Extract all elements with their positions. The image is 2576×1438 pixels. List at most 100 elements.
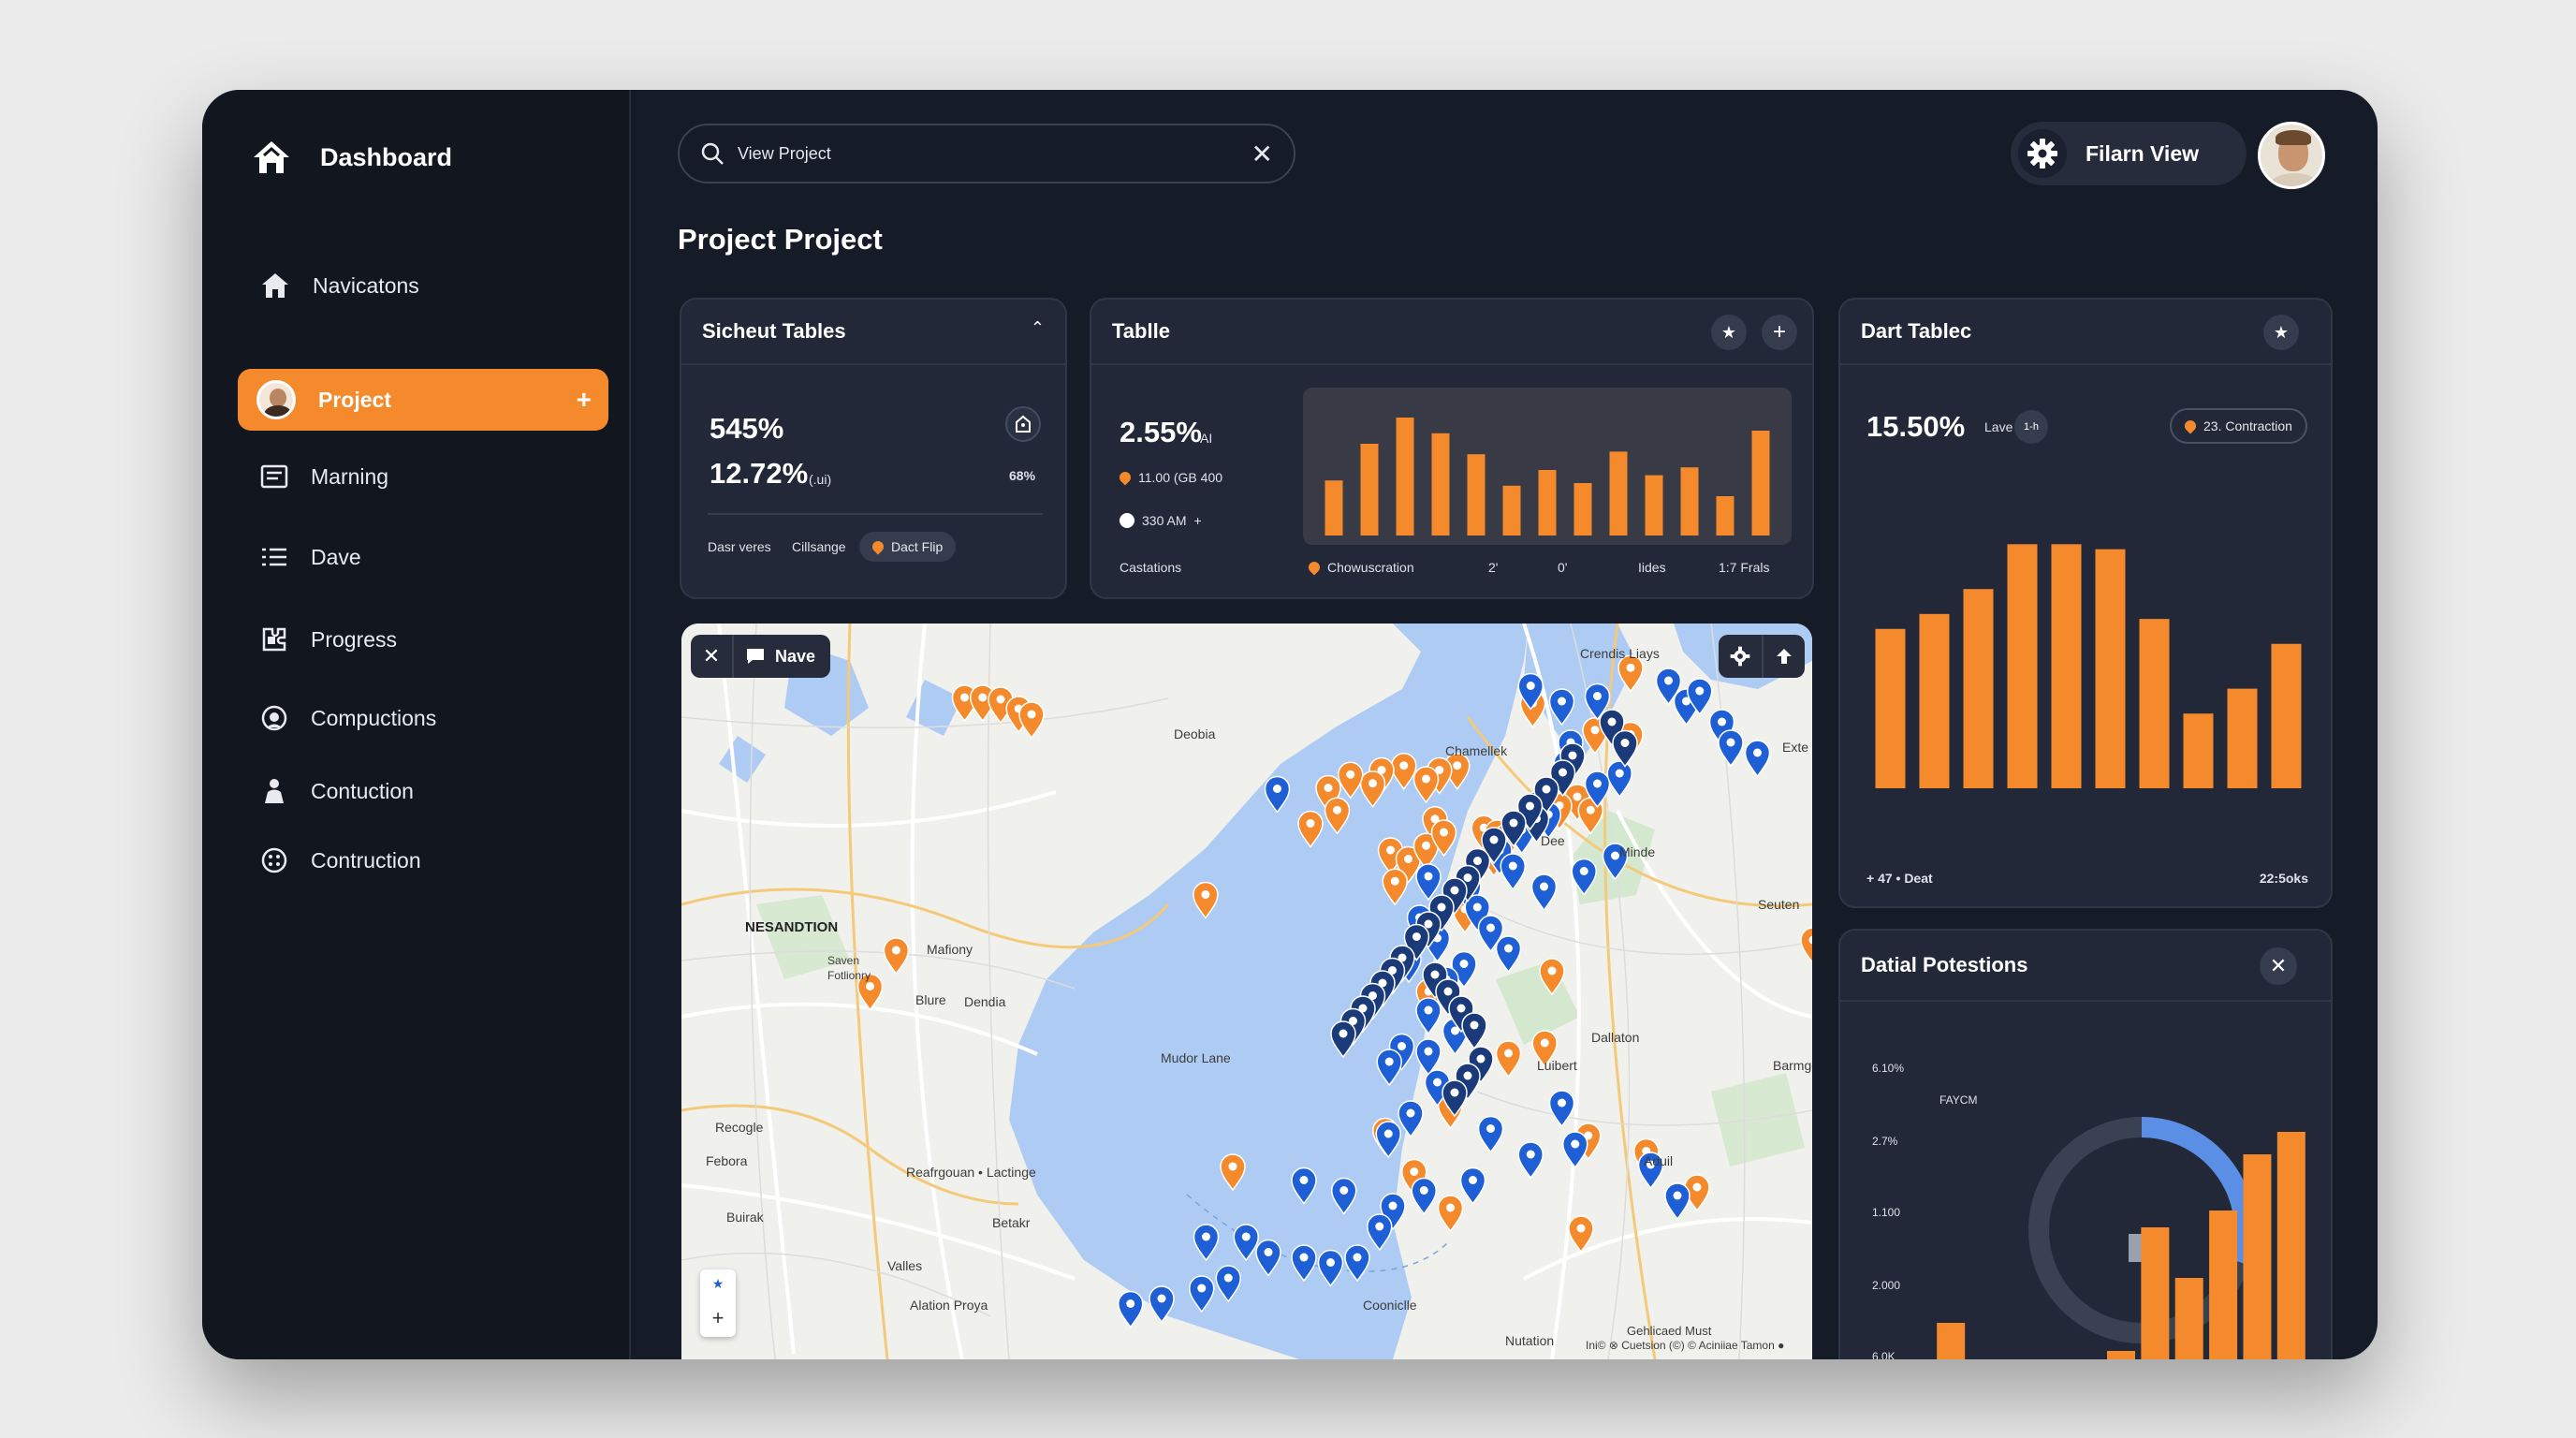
map-pin[interactable] xyxy=(1718,729,1744,768)
sidebar-item-compuctions[interactable]: Compuctions xyxy=(238,687,608,749)
map-pin[interactable] xyxy=(1366,1213,1393,1252)
map-pin[interactable] xyxy=(1193,881,1219,919)
map-pin[interactable] xyxy=(883,937,910,976)
map-pin[interactable] xyxy=(1412,832,1440,871)
sidebar-item-project[interactable]: Project + xyxy=(238,369,608,431)
map-pin[interactable] xyxy=(1297,810,1324,848)
map-pin[interactable] xyxy=(1500,853,1527,891)
map-pin[interactable] xyxy=(1330,1020,1356,1059)
map-pin[interactable] xyxy=(1655,668,1682,706)
map-pin[interactable] xyxy=(1430,819,1457,858)
map-pin[interactable] xyxy=(1291,1244,1317,1283)
map-pin[interactable] xyxy=(1255,1239,1281,1277)
map-pin[interactable] xyxy=(1500,810,1527,848)
map-pin[interactable] xyxy=(1330,1177,1357,1215)
map-pin[interactable] xyxy=(1477,915,1504,953)
map-pin[interactable] xyxy=(1264,775,1291,814)
map-pin[interactable] xyxy=(1317,1249,1344,1287)
view-selector[interactable]: Filarn View xyxy=(2011,122,2247,185)
map-pin[interactable] xyxy=(1415,1038,1442,1077)
map-pin[interactable] xyxy=(1188,1275,1215,1313)
map-pin[interactable] xyxy=(1220,1153,1246,1192)
map-upload-button[interactable] xyxy=(1762,635,1805,678)
map-pin[interactable] xyxy=(1344,1244,1370,1283)
brand[interactable]: Dashboard xyxy=(251,139,452,176)
map-pin[interactable] xyxy=(1437,1195,1464,1233)
filter-chip[interactable]: Dact Flip xyxy=(859,532,957,562)
map-pin[interactable] xyxy=(1337,761,1364,800)
map-pin[interactable] xyxy=(1412,766,1440,804)
map-pin[interactable] xyxy=(1602,843,1629,881)
map-pin[interactable] xyxy=(1442,1079,1468,1118)
map-pin[interactable] xyxy=(1459,1167,1486,1205)
map-pin[interactable] xyxy=(1637,1152,1664,1190)
map-pin[interactable] xyxy=(1324,797,1351,835)
map-pin[interactable] xyxy=(1531,1030,1559,1068)
search-input[interactable] xyxy=(738,143,1238,164)
map-pin[interactable] xyxy=(1382,868,1409,906)
zoom-in-button[interactable]: + xyxy=(711,1305,724,1329)
map-pin[interactable] xyxy=(1415,997,1442,1035)
map-pin[interactable] xyxy=(1018,701,1045,740)
map-pin[interactable] xyxy=(1376,1049,1402,1087)
map-pin[interactable] xyxy=(1117,1290,1144,1328)
map-pin[interactable] xyxy=(1375,1121,1402,1159)
favorite-button[interactable]: ★ xyxy=(1711,315,1747,350)
map-pin[interactable] xyxy=(1664,1182,1690,1221)
map-settings-button[interactable] xyxy=(1719,635,1762,678)
map-pin[interactable] xyxy=(1548,688,1575,726)
map-pin[interactable] xyxy=(1517,1141,1544,1180)
map-pin[interactable] xyxy=(1612,729,1638,768)
add-button[interactable]: + xyxy=(1762,315,1797,350)
map-pin[interactable] xyxy=(1495,935,1522,974)
sidebar-item-marning[interactable]: Marning xyxy=(238,446,608,507)
map-pin[interactable] xyxy=(1568,1215,1594,1254)
map-pin[interactable] xyxy=(1686,678,1713,716)
filter-chip[interactable]: 23. Contraction xyxy=(2170,408,2307,444)
map-pin[interactable] xyxy=(1517,672,1544,711)
map-pin[interactable] xyxy=(1233,1224,1260,1262)
map-pin-dot xyxy=(1398,953,1407,962)
clear-search-icon[interactable]: ✕ xyxy=(1251,139,1273,169)
sidebar-item-navicatons[interactable]: Navicatons xyxy=(238,255,608,316)
sidebar-item-dave[interactable]: Dave xyxy=(238,526,608,588)
map-pin[interactable] xyxy=(1415,863,1442,902)
map-pin[interactable] xyxy=(1584,770,1611,809)
compass-icon[interactable]: ★ xyxy=(711,1276,724,1292)
map-pin[interactable] xyxy=(1461,1012,1487,1050)
map-pin[interactable] xyxy=(1800,927,1812,963)
map-pin[interactable] xyxy=(1617,654,1644,693)
map-pin[interactable] xyxy=(1571,858,1598,896)
sidebar-item-contruction[interactable]: Contruction xyxy=(238,829,608,891)
favorite-button[interactable]: ★ xyxy=(2263,315,2299,350)
map-view[interactable]: ✕ Nave ★ + Crendis Liays Deobia Chamelle… xyxy=(681,624,1812,1359)
map-pin[interactable] xyxy=(1193,1224,1220,1262)
map-pin[interactable] xyxy=(1539,958,1565,996)
tag-button[interactable] xyxy=(1005,406,1041,442)
map-pin[interactable] xyxy=(1359,770,1386,809)
sidebar-item-progress[interactable]: Progress xyxy=(238,609,608,670)
map-pin[interactable] xyxy=(1744,740,1771,778)
sidebar-item-contuction[interactable]: Contuction xyxy=(238,760,608,822)
close-button[interactable]: ✕ xyxy=(2260,947,2297,985)
user-avatar[interactable] xyxy=(2258,122,2325,189)
map-pin[interactable] xyxy=(1398,1100,1424,1138)
map-pin[interactable] xyxy=(1584,682,1611,721)
chevron-up-icon[interactable]: ⌃ xyxy=(1030,318,1045,337)
settings-button[interactable] xyxy=(2018,129,2067,178)
map-pin[interactable] xyxy=(1477,1115,1504,1153)
close-map-button[interactable]: ✕ xyxy=(702,644,721,668)
map-pin[interactable] xyxy=(1495,1040,1522,1078)
map-view-button[interactable]: Nave xyxy=(732,635,830,678)
map-pin[interactable] xyxy=(1530,873,1558,912)
add-project-button[interactable]: + xyxy=(576,385,592,414)
map-pin[interactable] xyxy=(1561,1131,1588,1169)
map-pin[interactable] xyxy=(1291,1167,1317,1205)
map-pin[interactable] xyxy=(1548,1090,1575,1128)
map-pin[interactable] xyxy=(1149,1285,1175,1324)
map-pin[interactable] xyxy=(856,973,884,1011)
map-pin[interactable] xyxy=(1411,1177,1438,1215)
map-pin[interactable] xyxy=(1606,760,1633,799)
map-pin[interactable] xyxy=(1215,1265,1242,1303)
tag-badge[interactable]: 1-h xyxy=(2014,410,2048,444)
